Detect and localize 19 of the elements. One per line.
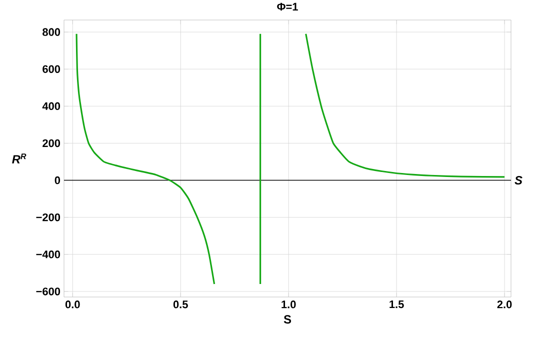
x-tick-label: 0.5: [173, 300, 188, 308]
x-tick-label: 1.0: [282, 300, 296, 308]
x-tick-label: 0.0: [65, 300, 80, 308]
y-tick-label: −400: [36, 250, 60, 258]
line-series: [305, 33, 506, 178]
line-series: [76, 33, 216, 285]
x-tick-label: 2.0: [497, 300, 512, 308]
y-tick-label: 800: [42, 28, 60, 36]
y-tick-label: 600: [42, 65, 60, 73]
y-tick-label: −600: [36, 288, 60, 296]
chart-title: Φ=1: [277, 2, 298, 11]
x-axis-title: S: [284, 315, 292, 324]
y-tick-label: 0: [54, 176, 60, 184]
x-tick-label: 1.5: [390, 300, 404, 308]
ref-line-label: S: [514, 176, 522, 184]
y-axis-title: R$^{R}$: [12, 154, 26, 164]
y-tick-label: 200: [42, 139, 60, 148]
y-tick-label: −200: [36, 213, 60, 222]
y-tick-label: 400: [42, 102, 60, 110]
